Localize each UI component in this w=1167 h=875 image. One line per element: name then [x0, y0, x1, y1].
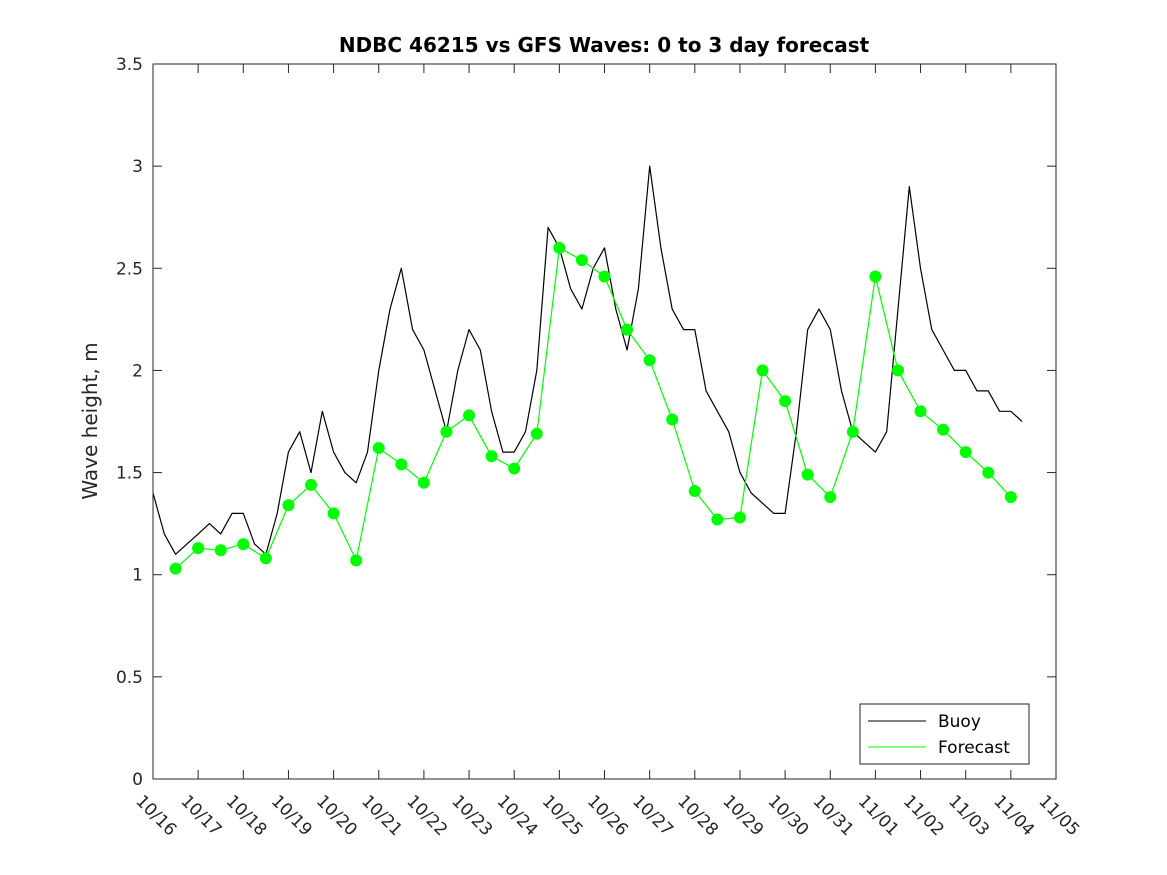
- forecast-point: [982, 466, 995, 479]
- legend-box: [859, 703, 1030, 765]
- forecast-point: [237, 538, 250, 551]
- forecast-point: [688, 484, 701, 497]
- y-tick-label: 1: [132, 566, 143, 586]
- forecast-series-line: [175, 247, 1012, 570]
- forecast-point: [463, 409, 476, 422]
- forecast-point: [282, 499, 295, 512]
- forecast-point: [372, 442, 385, 455]
- forecast-point: [846, 425, 859, 438]
- forecast-point: [440, 425, 453, 438]
- forecast-point: [530, 427, 543, 440]
- forecast-point: [733, 511, 746, 524]
- forecast-point: [327, 507, 340, 520]
- forecast-point: [621, 323, 634, 336]
- forecast-point: [417, 476, 430, 489]
- y-tick-label: 3.5: [116, 55, 143, 75]
- forecast-point: [169, 562, 182, 575]
- y-tick-label: 3: [132, 157, 143, 177]
- forecast-point: [779, 395, 792, 408]
- forecast-point: [395, 458, 408, 471]
- forecast-point: [711, 513, 724, 526]
- forecast-point: [192, 542, 205, 555]
- y-axis-ticks: 0 0.5 1 1.5 2 2.5 3 3.5: [116, 55, 1056, 790]
- forecast-point: [598, 270, 611, 283]
- forecast-point: [756, 364, 769, 377]
- buoy-series-line: [152, 165, 1023, 555]
- plot-area: [153, 64, 1056, 779]
- legend: Buoy Forecast: [859, 703, 1030, 765]
- axes-box: [152, 63, 1057, 780]
- forecast-point: [891, 364, 904, 377]
- forecast-point: [350, 554, 363, 567]
- chart-title: NDBC 46215 vs GFS Waves: 0 to 3 day fore…: [339, 33, 870, 57]
- forecast-point: [959, 446, 972, 459]
- y-tick-label: 0: [132, 770, 143, 790]
- forecast-point: [869, 270, 882, 283]
- forecast-point: [214, 544, 227, 557]
- forecast-point: [666, 413, 679, 426]
- forecast-point: [575, 254, 588, 267]
- y-tick-label: 2: [132, 361, 143, 381]
- series-layer: [152, 165, 1023, 575]
- forecast-point: [643, 354, 656, 367]
- y-axis-label: Wave height, m: [78, 342, 102, 499]
- forecast-point: [801, 468, 814, 481]
- forecast-point: [485, 450, 498, 463]
- y-tick-label: 2.5: [116, 259, 143, 279]
- forecast-point: [553, 241, 566, 254]
- forecast-point: [508, 462, 521, 475]
- forecast-point: [937, 423, 950, 436]
- legend-label-buoy: Buoy: [938, 712, 981, 732]
- y-tick-label: 0.5: [116, 668, 143, 688]
- forecast-point: [305, 478, 318, 491]
- forecast-point: [1004, 491, 1017, 504]
- forecast-point: [914, 405, 927, 418]
- forecast-point: [259, 552, 272, 565]
- legend-label-forecast: Forecast: [938, 738, 1010, 758]
- y-tick-label: 1.5: [116, 464, 143, 484]
- forecast-point: [824, 491, 837, 504]
